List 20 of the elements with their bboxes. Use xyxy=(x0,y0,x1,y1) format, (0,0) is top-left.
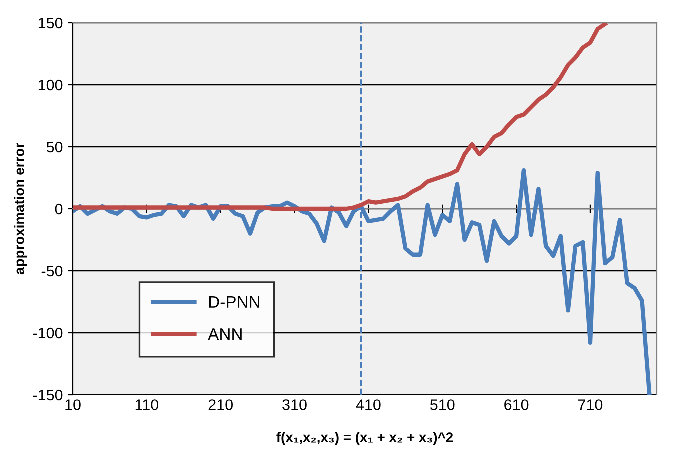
x-tick-label: 510 xyxy=(430,400,455,410)
y-tick-label: -150 xyxy=(33,390,63,401)
x-tick-label: 110 xyxy=(136,400,159,410)
y-tick-label: -50 xyxy=(42,266,63,277)
x-tick-label: 10 xyxy=(66,400,81,410)
x-tick-label: 310 xyxy=(282,400,307,410)
y-axis-title: approximation error xyxy=(14,143,28,275)
x-tick-label: 710 xyxy=(578,400,603,410)
x-tick-label: 610 xyxy=(504,400,529,410)
y-tick-label: 100 xyxy=(38,80,63,91)
y-tick-label: 0 xyxy=(55,204,63,215)
y-tick-label: -100 xyxy=(33,328,63,339)
x-axis-title: f(x₁,x₂,x₃) = (x₁ + x₂ + x₃)^2 xyxy=(276,432,454,446)
y-tick-label: 50 xyxy=(46,142,63,153)
y-tick-label: 150 xyxy=(38,18,63,29)
legend-label: ANN xyxy=(208,328,242,340)
x-tick-label: 410 xyxy=(356,400,381,410)
line-series xyxy=(73,23,608,212)
x-tick-label: 210 xyxy=(208,400,233,410)
legend-label: D-PNN xyxy=(209,296,260,308)
